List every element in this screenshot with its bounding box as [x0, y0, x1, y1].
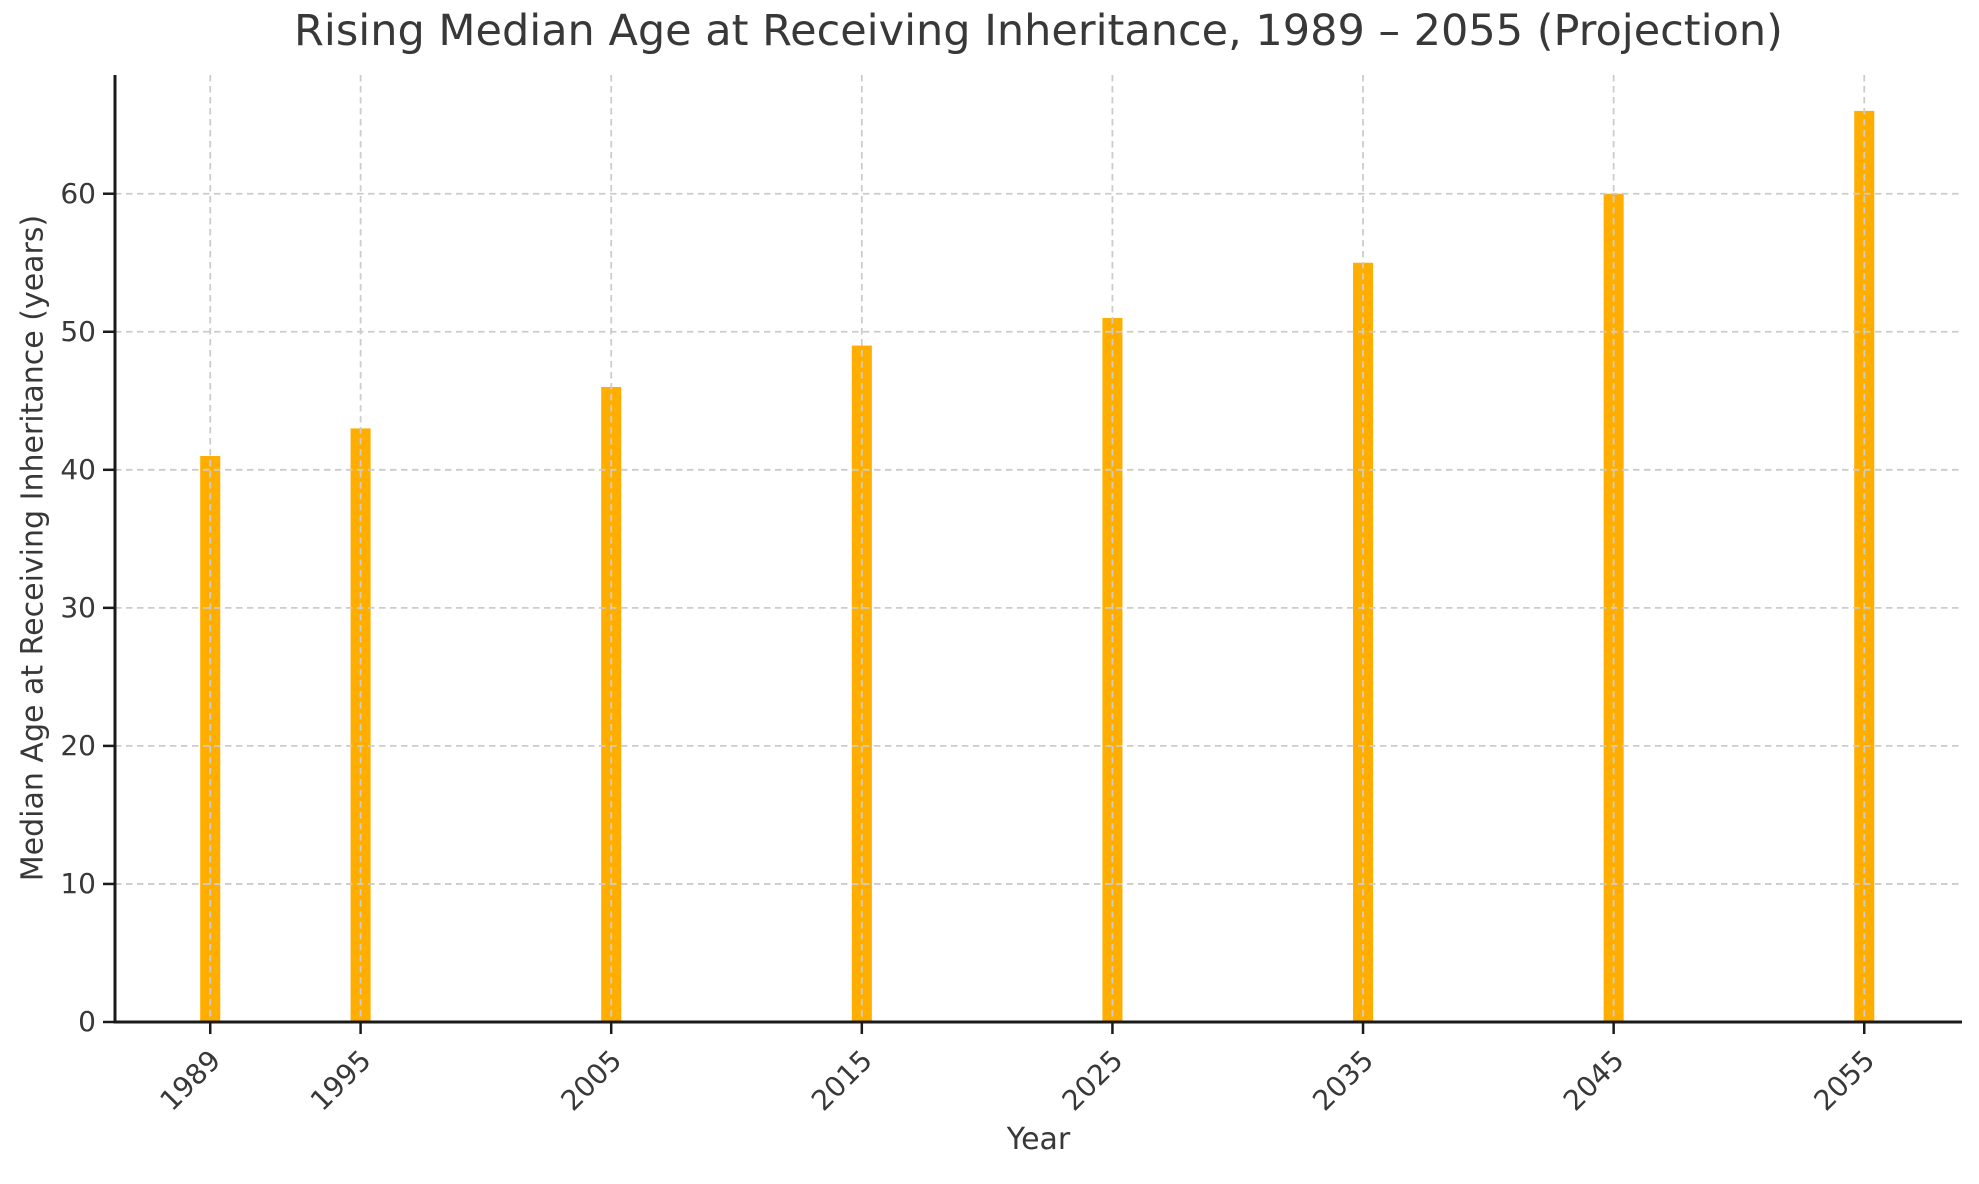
x-tick-label-1989: 1989: [153, 1044, 227, 1118]
y-tick-label-20: 20: [60, 729, 96, 762]
y-tick-label-10: 10: [60, 867, 96, 900]
chart-title: Rising Median Age at Receiving Inheritan…: [294, 6, 1783, 56]
y-tick-label-50: 50: [60, 315, 96, 348]
x-tick-label-2025: 2025: [1056, 1044, 1130, 1118]
x-tick-label-2035: 2035: [1306, 1044, 1380, 1118]
x-tick-label-2045: 2045: [1557, 1044, 1631, 1118]
x-tick-label-2055: 2055: [1807, 1044, 1881, 1118]
bar-2055: [1854, 110, 1875, 1022]
y-tick-label-30: 30: [60, 591, 96, 624]
y-tick-label-60: 60: [60, 177, 96, 210]
y-tick-label-40: 40: [60, 453, 96, 486]
x-tick-label-2015: 2015: [805, 1044, 879, 1118]
x-tick-label-1995: 1995: [304, 1044, 378, 1118]
x-tick-label-2005: 2005: [554, 1044, 628, 1118]
x-axis-label: Year: [1006, 1122, 1071, 1157]
y-axis-label: Median Age at Receiving Inheritance (yea…: [15, 214, 51, 882]
y-tick-label-0: 0: [78, 1005, 96, 1038]
